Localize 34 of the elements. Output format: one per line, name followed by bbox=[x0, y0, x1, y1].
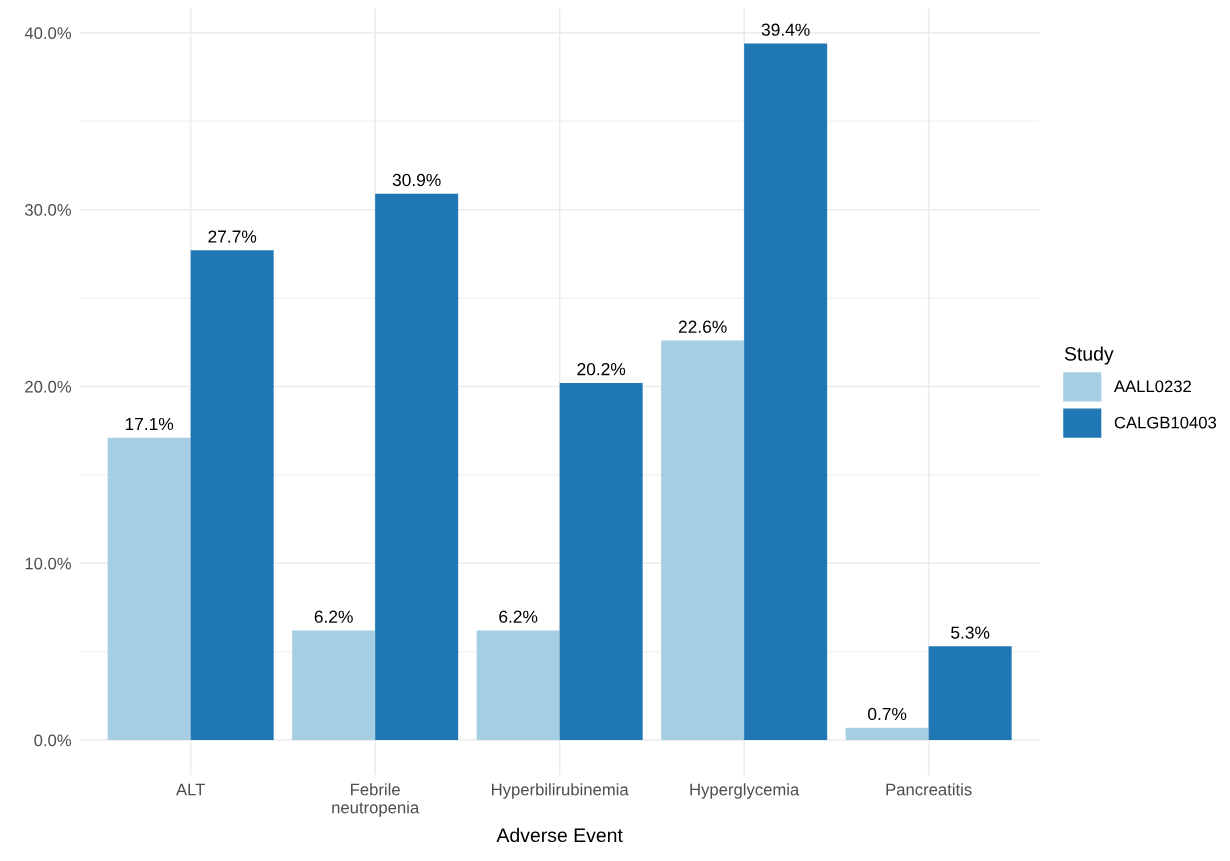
bar bbox=[292, 630, 376, 741]
y-tick-label: 30.0% bbox=[25, 204, 72, 216]
bar bbox=[845, 727, 929, 741]
y-tick-label: 20.0% bbox=[25, 380, 72, 393]
bar bbox=[928, 646, 1012, 741]
bar bbox=[559, 382, 643, 741]
data-label: 17.1% bbox=[125, 417, 174, 431]
bar bbox=[107, 437, 191, 741]
bar bbox=[190, 250, 274, 741]
legend-label: CALGB10403 bbox=[1114, 416, 1217, 429]
y-tick-label: 10.0% bbox=[25, 557, 72, 570]
data-label: 30.9% bbox=[392, 173, 441, 187]
legend-label: AALL0232 bbox=[1113, 380, 1191, 393]
bar bbox=[744, 43, 828, 741]
bar bbox=[476, 630, 560, 741]
bar bbox=[661, 340, 745, 741]
data-label: 0.7% bbox=[868, 707, 907, 721]
y-tick-label: 0.0% bbox=[34, 734, 72, 747]
data-label: 39.4% bbox=[761, 23, 810, 36]
x-tick-label: Hyperbilirubinemia bbox=[492, 783, 629, 799]
data-label: 20.2% bbox=[577, 363, 626, 376]
data-label: 22.6% bbox=[678, 320, 727, 333]
bar bbox=[375, 193, 459, 741]
data-label: 6.2% bbox=[314, 610, 353, 623]
x-tick-label: Pancreatitis bbox=[886, 783, 972, 796]
y-tick-label: 40.0% bbox=[24, 27, 72, 40]
legend-title: Study bbox=[1064, 346, 1114, 365]
x-axis-title: Adverse Event bbox=[496, 827, 623, 843]
x-tick-label: Febrile neutropenia bbox=[332, 783, 420, 817]
data-label: 27.7% bbox=[208, 230, 257, 243]
data-label: 5.3% bbox=[951, 626, 990, 639]
x-tick-label: ALT bbox=[176, 783, 205, 796]
x-tick-label: Hyperglycemia bbox=[690, 783, 800, 799]
data-label: 6.2% bbox=[499, 610, 538, 623]
